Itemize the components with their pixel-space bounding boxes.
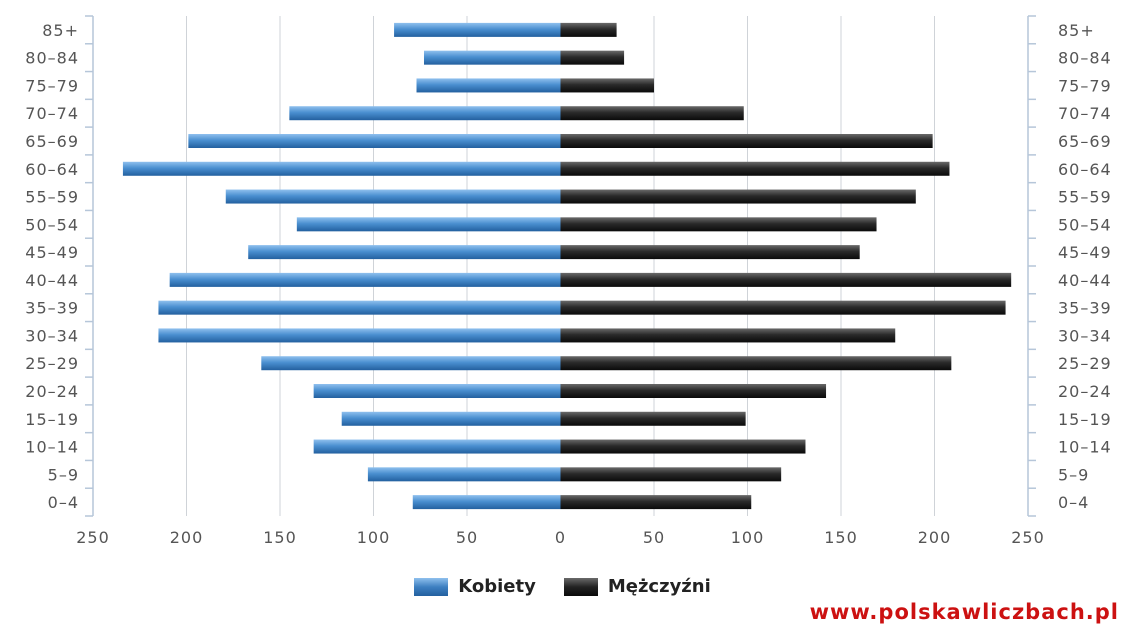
age-label-right: 0–4 [1058, 493, 1089, 512]
bar-kobiety-80-84 [423, 50, 561, 65]
bar-kobiety-70-74 [289, 106, 561, 121]
bar-mezczyzni-20-24 [560, 384, 827, 398]
age-label-left: 35–39 [25, 299, 79, 318]
age-label-right: 35–39 [1058, 299, 1112, 318]
legend-swatch-kobiety [414, 577, 449, 596]
bar-mezczyzni-35-39 [560, 300, 1006, 315]
bar-layer [122, 22, 1012, 510]
bar-mezczyzni-40-44 [560, 272, 1012, 287]
bar-kobiety-75-79 [416, 78, 561, 93]
x-tick-label: 100 [357, 528, 391, 547]
age-label-right: 85+ [1058, 21, 1095, 40]
bar-kobiety-20-24 [313, 384, 561, 398]
age-label-right: 30–34 [1058, 326, 1112, 345]
age-label-left: 70–74 [25, 104, 79, 123]
bar-kobiety-55-59 [225, 189, 561, 204]
x-tick-label: 150 [263, 528, 297, 547]
axis-layer [85, 15, 1036, 517]
legend-label-mezczyzni: Mężczyźni [607, 576, 711, 597]
legend-label-kobiety: Kobiety [458, 576, 536, 597]
age-label-right: 80–84 [1058, 49, 1112, 68]
bar-mezczyzni-10-14 [560, 439, 806, 454]
bar-kobiety-60-64 [122, 161, 561, 176]
bar-mezczyzni-25-29 [560, 356, 952, 371]
bar-kobiety-45-49 [248, 245, 561, 260]
bar-mezczyzni-60-64 [560, 161, 950, 176]
bar-kobiety-30-34 [158, 328, 561, 343]
age-label-right: 55–59 [1058, 188, 1112, 207]
label-layer: 85+ 85+ 80–84 80–84 75–79 75–79 70–74 70–74 65–6… [25, 21, 1112, 547]
legend-item-kobiety[interactable]: Kobiety [414, 576, 536, 597]
x-tick-label: 100 [731, 528, 765, 547]
x-tick-label: 200 [918, 528, 952, 547]
age-label-left: 80–84 [25, 49, 79, 68]
bar-mezczyzni-75-79 [560, 78, 654, 93]
age-label-right: 75–79 [1058, 76, 1112, 95]
age-label-left: 30–34 [25, 326, 79, 345]
bar-kobiety-85+ [394, 22, 561, 37]
age-label-right: 65–69 [1058, 132, 1112, 151]
age-label-left: 25–29 [25, 354, 79, 373]
bar-mezczyzni-0-4 [560, 495, 752, 510]
bar-kobiety-40-44 [169, 272, 561, 287]
population-pyramid-chart: 85+ 85+ 80–84 80–84 75–79 75–79 70–74 70–74 65–6… [25, 15, 1112, 547]
age-label-left: 45–49 [25, 243, 79, 262]
grid-layer [186, 16, 935, 516]
age-label-left: 60–64 [25, 160, 79, 179]
bar-kobiety-50-54 [296, 217, 561, 232]
age-label-left: 20–24 [25, 382, 79, 401]
age-label-left: 75–79 [25, 76, 79, 95]
age-label-left: 0–4 [48, 493, 79, 512]
bar-mezczyzni-70-74 [560, 106, 744, 121]
bar-kobiety-0-4 [412, 495, 561, 510]
age-label-right: 5–9 [1058, 465, 1089, 484]
x-tick-label: 50 [643, 528, 665, 547]
x-tick-label: 200 [170, 528, 204, 547]
bar-mezczyzni-85+ [560, 22, 617, 37]
age-label-right: 50–54 [1058, 215, 1112, 234]
bar-kobiety-5-9 [367, 467, 561, 482]
bar-mezczyzni-80-84 [560, 50, 625, 65]
x-tick-label: 150 [824, 528, 858, 547]
age-label-left: 50–54 [25, 215, 79, 234]
age-label-right: 45–49 [1058, 243, 1112, 262]
source-watermark: www.polskawliczbach.pl [809, 600, 1119, 624]
x-tick-label: 250 [76, 528, 110, 547]
x-tick-label: 0 [555, 528, 566, 547]
bar-mezczyzni-15-19 [560, 411, 746, 426]
age-label-left: 40–44 [25, 271, 79, 290]
legend: Kobiety Mężczyźni [0, 576, 1125, 597]
bar-mezczyzni-50-54 [560, 217, 877, 232]
age-label-right: 40–44 [1058, 271, 1112, 290]
age-label-left: 10–14 [25, 438, 79, 457]
x-tick-label: 250 [1011, 528, 1045, 547]
x-tick-label: 50 [456, 528, 478, 547]
bar-mezczyzni-45-49 [560, 245, 860, 260]
age-label-left: 65–69 [25, 132, 79, 151]
bar-kobiety-65-69 [188, 134, 561, 148]
age-label-left: 5–9 [48, 465, 79, 484]
age-label-right: 15–19 [1058, 410, 1112, 429]
age-label-right: 60–64 [1058, 160, 1112, 179]
bar-mezczyzni-30-34 [560, 328, 896, 343]
age-label-left: 15–19 [25, 410, 79, 429]
age-label-left: 55–59 [25, 188, 79, 207]
bar-mezczyzni-5-9 [560, 467, 782, 482]
legend-item-mezczyzni[interactable]: Mężczyźni [563, 576, 711, 597]
age-label-right: 25–29 [1058, 354, 1112, 373]
legend-swatch-mezczyzni [563, 577, 598, 596]
bar-kobiety-10-14 [313, 439, 561, 454]
age-label-left: 85+ [42, 21, 79, 40]
bar-mezczyzni-55-59 [560, 189, 916, 204]
bar-kobiety-35-39 [158, 300, 561, 315]
bar-kobiety-25-29 [261, 356, 561, 371]
bar-mezczyzni-65-69 [560, 134, 933, 148]
age-label-right: 70–74 [1058, 104, 1112, 123]
age-label-right: 10–14 [1058, 438, 1112, 457]
bar-kobiety-15-19 [341, 411, 561, 426]
age-label-right: 20–24 [1058, 382, 1112, 401]
